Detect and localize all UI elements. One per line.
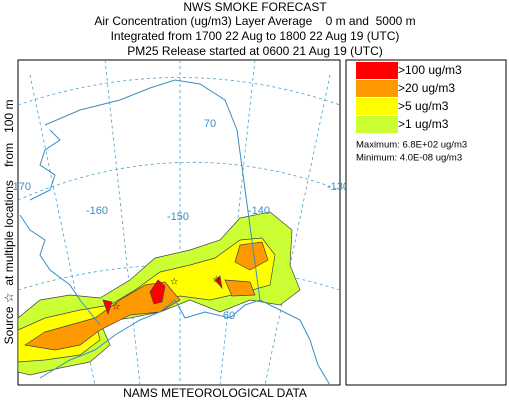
latitude-label: 60 [223, 310, 235, 322]
meridian [104, 60, 141, 385]
legend-label: >1 ug/m3 [398, 117, 449, 131]
source-marker: ☆ [112, 302, 121, 313]
legend-label: >100 ug/m3 [398, 63, 462, 77]
legend-swatch [356, 80, 398, 97]
map: ☆ ☆ ☆ -170 -160 -150 -140 -130 70 60 [9, 59, 349, 386]
meridian [29, 74, 96, 385]
meridian [264, 74, 331, 385]
longitude-label: -140 [248, 205, 270, 217]
subtitle: Integrated from 1700 22 Aug to 1800 22 A… [111, 29, 400, 43]
source-marker: ☆ [212, 275, 221, 286]
legend-label: >20 ug/m3 [398, 81, 455, 95]
footer: NAMS METEOROLOGICAL DATA [123, 386, 307, 400]
longitude-label: -170 [9, 181, 31, 193]
latitude-label: 70 [204, 118, 216, 130]
smoke-area [24, 241, 269, 351]
legend-swatch [356, 98, 398, 115]
legend-swatch [356, 116, 398, 133]
smoke-area [102, 275, 223, 316]
minimum: Minimum: 4.0E-08 ug/m3 [356, 153, 462, 164]
legend-label: >5 ug/m3 [398, 99, 449, 113]
coastline [19, 79, 261, 379]
title: NWS SMOKE FORECAST [183, 0, 327, 14]
coastline [259, 299, 331, 385]
longitude-label: -130 [327, 181, 349, 193]
subtitle: Air Concentration (ug/m3) Layer Average … [94, 14, 415, 28]
legend-swatch [356, 62, 398, 79]
source-marker: ☆ [170, 277, 179, 288]
maximum: Maximum: 6.8E+02 ug/m3 [356, 140, 467, 151]
subtitle: PM25 Release started at 0600 21 Aug 19 (… [127, 44, 382, 58]
side-label: Source ☆ at multiple locations from 100 … [2, 100, 16, 345]
longitude-label: -160 [86, 205, 108, 217]
longitude-label: -150 [167, 211, 189, 223]
parallel [18, 77, 340, 106]
